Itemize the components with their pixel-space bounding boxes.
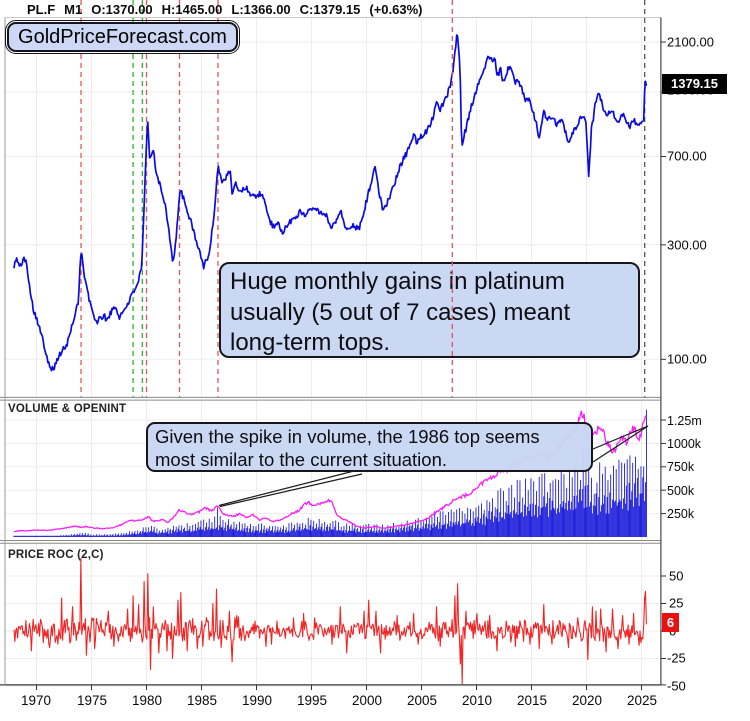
x-axis-label: 2000	[351, 693, 383, 708]
roc-axis-label: 25	[669, 595, 684, 611]
volume-axis-label: 1000k	[667, 437, 702, 451]
panel-borders	[0, 17, 662, 686]
volume-annotation-callout: Given the spike in volume, the 1986 top …	[146, 422, 593, 472]
x-axis-label: 1970	[20, 693, 52, 708]
annotation-line: most similar to the current situation.	[155, 448, 447, 470]
x-axis-label: 1975	[76, 693, 108, 708]
last-price-badge: 1379.15	[662, 74, 727, 94]
roc-value-badge: 6	[662, 613, 679, 632]
watermark-badge: GoldPriceForecast.com	[5, 20, 240, 54]
annotation-line: Given the spike in volume, the 1986 top …	[155, 426, 540, 447]
roc-axis-label: -50	[667, 678, 686, 694]
volume-panel-title: VOLUME & OPENINT	[8, 403, 127, 415]
axis-ticks	[36, 41, 666, 690]
volume-axis-label: 1.25m	[667, 414, 702, 428]
volume-axis-label: 250k	[667, 507, 695, 521]
low-value: L:1366.00	[231, 2, 291, 17]
ohlc-status-bar: PL.F M1 O:1370.00 H:1465.00 L:1366.00 C:1379.…	[27, 2, 432, 17]
price-axis-label: 700.00	[667, 148, 707, 164]
high-value: H:1465.00	[161, 2, 223, 17]
annotation-line: usually (5 out of 7 cases) meant	[230, 298, 571, 326]
annotation-line: long-term tops.	[230, 329, 391, 356]
x-axis-label: 2025	[626, 693, 658, 708]
x-axis-label: 1985	[186, 693, 218, 708]
gridlines	[5, 17, 661, 687]
x-axis-label: 2005	[406, 693, 438, 708]
x-axis-label: 2015	[516, 693, 548, 708]
timeframe-label: M1	[64, 2, 83, 17]
price-axis-label: 2100.00	[667, 34, 714, 50]
close-value: C:1379.15	[299, 2, 361, 17]
price-axis-label: 300.00	[667, 237, 707, 253]
volume-axis-label: 750k	[667, 460, 695, 474]
roc-panel-title: PRICE ROC (2,C)	[8, 549, 104, 561]
x-axis-label: 1980	[131, 693, 163, 708]
price-annotation-callout: Huge monthly gains in platinum usually (…	[219, 262, 640, 358]
roc-line	[13, 557, 647, 685]
symbol-label: PL.F	[27, 2, 56, 17]
price-axis-label: 100.00	[667, 351, 707, 367]
x-axis-label: 1995	[296, 693, 328, 708]
open-value: O:1370.00	[91, 2, 153, 17]
x-axis-label: 2020	[571, 693, 603, 708]
volume-axis-label: 500k	[667, 484, 695, 498]
change-percent: (+0.63%)	[369, 2, 423, 17]
annotation-line: Huge monthly gains in platinum	[230, 268, 565, 295]
event-lines	[80, 0, 646, 397]
price-line	[13, 34, 648, 372]
x-axis-label: 1990	[241, 693, 273, 708]
roc-axis-label: -25	[667, 650, 686, 666]
roc-axis-label: 50	[669, 568, 684, 584]
volume-bars	[13, 409, 647, 537]
x-axis-label: 2010	[461, 693, 493, 708]
